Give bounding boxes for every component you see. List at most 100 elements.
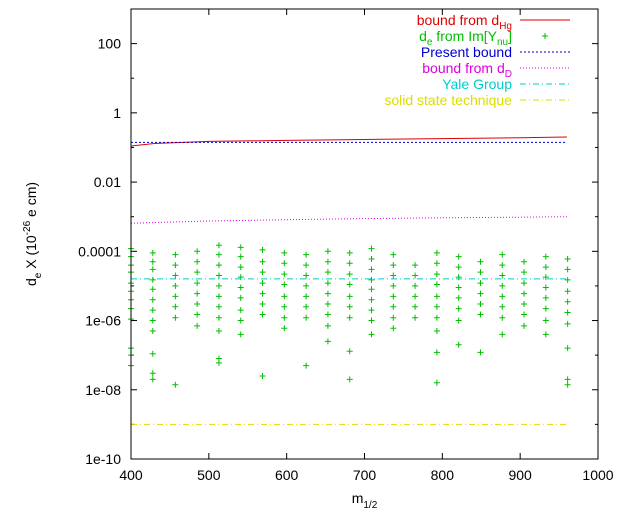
- scatter-point: [194, 311, 201, 318]
- legend-label: de from Im[Ynu]: [419, 28, 512, 48]
- scatter-point: [346, 314, 353, 321]
- scatter-point: [149, 258, 156, 265]
- scatter-point: [564, 381, 571, 388]
- scatter-point: [433, 327, 440, 334]
- scatter-point: [521, 258, 528, 265]
- scatter-point: [521, 301, 528, 308]
- scatter-point: [149, 296, 156, 303]
- scatter-point: [281, 271, 288, 278]
- scatter-point: [172, 381, 179, 388]
- legend-label: bound from dHg: [417, 12, 512, 32]
- scatter-point: [477, 269, 484, 276]
- x-tick-label: 700: [353, 467, 377, 483]
- scatter-point: [237, 317, 244, 324]
- scatter-point: [499, 314, 506, 321]
- scatter-point: [455, 253, 462, 260]
- scatter-point: [346, 293, 353, 300]
- scatter-point: [499, 251, 506, 258]
- scatter-point: [259, 301, 266, 308]
- scatter-point: [324, 280, 331, 287]
- series-line-0: [130, 136, 567, 147]
- scatter-point: [259, 258, 266, 265]
- scatter-point: [455, 264, 462, 271]
- x-axis-label: m1/2: [352, 490, 378, 511]
- scatter-point: [303, 362, 310, 369]
- scatter-point: [281, 303, 288, 310]
- scatter-point: [564, 288, 571, 295]
- y-tick-label: 1e-06: [85, 313, 121, 329]
- scatter-point: [259, 311, 266, 318]
- scatter-point: [542, 305, 549, 312]
- x-tick-label: 1000: [582, 467, 613, 483]
- scatter-point: [172, 314, 179, 321]
- scatter-point: [149, 266, 156, 273]
- scatter-point: [237, 244, 244, 251]
- scatter-point: [564, 345, 571, 352]
- scatter-point: [433, 249, 440, 256]
- scatter-point: [149, 327, 156, 334]
- scatter-point: [346, 260, 353, 267]
- scatter-point: [281, 260, 288, 267]
- scatter-point: [390, 325, 397, 332]
- scatter-point: [194, 301, 201, 308]
- scatter-point: [303, 262, 310, 269]
- scatter-point: [542, 294, 549, 301]
- scatter-point: [303, 293, 310, 300]
- scatter-point: [215, 272, 222, 279]
- scatter-point: [259, 372, 266, 379]
- scatter-point: [477, 290, 484, 297]
- scatter-point: [324, 338, 331, 345]
- scatter-point: [477, 311, 484, 318]
- scatter-point: [433, 314, 440, 321]
- scatter-point: [194, 290, 201, 297]
- scatter-point: [346, 271, 353, 278]
- scatter-point: [149, 376, 156, 383]
- x-tick-label: 400: [119, 467, 143, 483]
- scatter-point: [346, 348, 353, 355]
- scatter-point: [368, 331, 375, 338]
- scatter-point: [564, 255, 571, 262]
- x-tick-label: 600: [275, 467, 299, 483]
- y-tick-label: 100: [98, 36, 122, 52]
- scatter-point: [215, 242, 222, 249]
- scatter-point: [259, 280, 266, 287]
- scatter-point: [564, 276, 571, 283]
- scatter-point: [542, 284, 549, 291]
- scatter-point: [455, 294, 462, 301]
- y-axis-label: de X (10-26 e cm): [22, 182, 44, 286]
- scatter-point: [215, 314, 222, 321]
- scatter-point: [390, 293, 397, 300]
- scatter-point: [412, 272, 419, 279]
- scatter-point: [521, 269, 528, 276]
- scatter-point: [477, 280, 484, 287]
- scatter-point: [368, 317, 375, 324]
- series-line-3: [130, 216, 567, 224]
- legend-label: bound from dD: [422, 60, 512, 80]
- scatter-point: [412, 282, 419, 289]
- scatter-point: [194, 280, 201, 287]
- y-tick-label: 0.01: [94, 174, 121, 190]
- scatter-point: [172, 282, 179, 289]
- axis-tick-labels: 400 500 600 700 800 900 1000 100 1 0.01 0.0001 1e-0…: [78, 36, 614, 483]
- scatter-point: [412, 314, 419, 321]
- scatter-point: [324, 290, 331, 297]
- legend-label: Yale Group: [442, 76, 512, 92]
- scatter-point: [303, 314, 310, 321]
- scatter-point: [477, 258, 484, 265]
- x-tick-label: 900: [508, 467, 532, 483]
- scatter-point: [172, 251, 179, 258]
- scatter-point: [455, 317, 462, 324]
- scatter-point: [564, 309, 571, 316]
- scatter-point: [368, 266, 375, 273]
- scatter-point: [172, 272, 179, 279]
- legend-label: solid state technique: [384, 92, 512, 108]
- scatter-point: [455, 341, 462, 348]
- y-tick-label: 0.0001: [78, 243, 121, 259]
- legend-label: Present bound: [421, 44, 512, 60]
- scatter-point: [368, 255, 375, 262]
- scatter-point: [149, 249, 156, 256]
- scatter-point: [215, 282, 222, 289]
- scatter-point: [521, 311, 528, 318]
